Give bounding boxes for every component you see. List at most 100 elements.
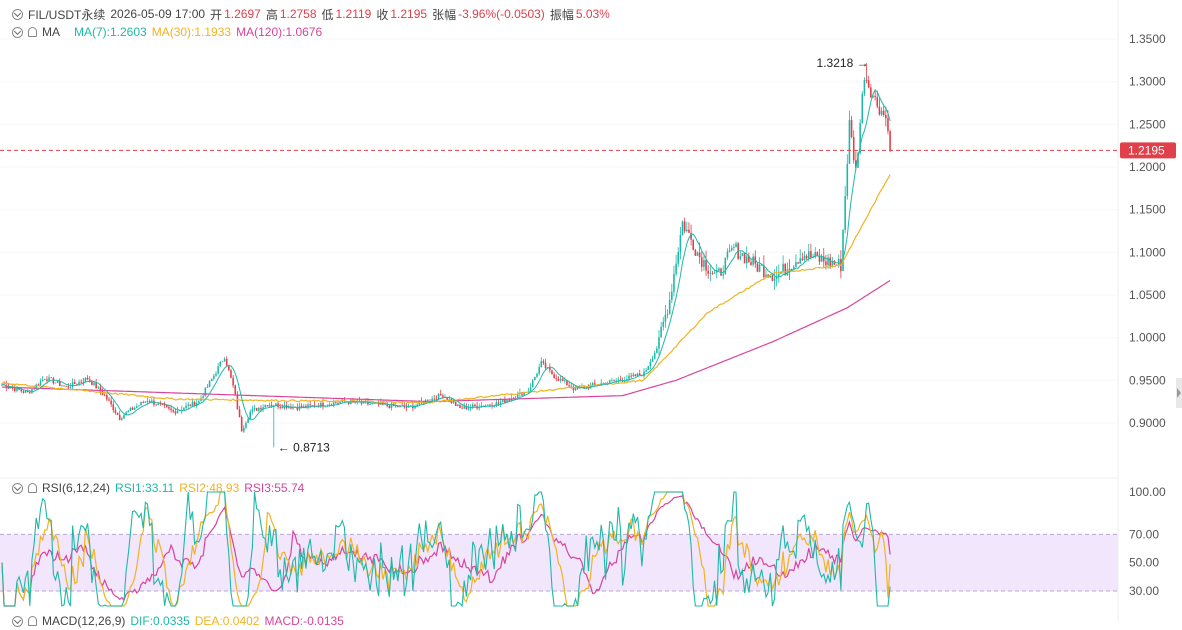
candle-body	[463, 406, 466, 409]
candle-body	[827, 257, 829, 266]
candle-body	[185, 405, 187, 409]
candle-body	[136, 406, 138, 408]
candle-body	[232, 377, 234, 386]
ma-legend: MA MA(7):1.2603 MA(30):1.1933 MA(120):1.…	[12, 23, 327, 41]
candle-body	[619, 379, 622, 381]
candle-body	[760, 264, 763, 266]
candle-body	[705, 260, 707, 271]
alert-bell-icon[interactable]	[28, 27, 37, 37]
candle-body	[591, 383, 594, 385]
candle-body	[557, 378, 560, 381]
price-tick-label: 0.9500	[1129, 373, 1166, 387]
candle-body	[20, 389, 23, 392]
low-annotation: ← 0.8713	[278, 440, 330, 454]
price-tick-label: 1.1000	[1129, 245, 1166, 259]
candle-body	[118, 414, 121, 420]
rsi-axis: 100.00 70.00 50.00 30.00	[1129, 485, 1166, 598]
candle-body	[882, 110, 885, 116]
candle-body	[801, 258, 804, 261]
candle-body	[35, 384, 38, 389]
candle-body	[275, 403, 277, 406]
candle-body	[771, 275, 774, 281]
ma120-value: MA(120):1.0676	[236, 25, 323, 39]
candle-body	[394, 405, 397, 407]
candle-body	[52, 378, 55, 384]
candle-body	[703, 260, 705, 267]
candle-body	[857, 152, 859, 168]
collapse-icon[interactable]	[12, 8, 23, 20]
candle-body	[217, 366, 219, 374]
candle-body	[125, 412, 127, 416]
macd-legend: MACD(12,26,9) DIF:0.0335 DEA:0.0402 MACD…	[12, 612, 349, 630]
collapse-icon[interactable]	[12, 26, 23, 38]
candle-body	[707, 270, 709, 274]
candle-body	[208, 381, 211, 387]
candle-body	[26, 390, 29, 393]
ma-indicator-name[interactable]: MA	[42, 25, 60, 39]
alert-bell-icon[interactable]	[28, 616, 37, 626]
rsi2-line	[1, 491, 891, 607]
ma30-value: MA(30):1.1933	[151, 25, 232, 39]
candle-body	[555, 378, 558, 379]
candle-body	[861, 93, 864, 123]
candle-body	[872, 95, 874, 98]
candle-body	[236, 395, 239, 410]
candle-body	[258, 408, 260, 411]
rsi-indicator-name[interactable]: RSI(6,12,24)	[42, 481, 111, 495]
candle-body	[204, 387, 207, 397]
rsi2-value: RSI2:48.93	[179, 481, 240, 495]
candle-body	[386, 403, 388, 407]
candle-body	[106, 395, 108, 400]
candle-body	[878, 106, 881, 115]
amplitude-value: 5.03%	[575, 7, 610, 21]
candle-body	[780, 272, 782, 274]
candle-body	[112, 404, 115, 411]
candle-body	[608, 380, 611, 383]
collapse-icon[interactable]	[12, 615, 23, 627]
collapse-icon[interactable]	[12, 482, 23, 494]
candle-body	[369, 404, 371, 405]
candle-body	[564, 380, 566, 382]
candle-body	[690, 232, 692, 240]
high-annotation: 1.3218 →	[817, 56, 869, 70]
alert-bell-icon[interactable]	[28, 483, 37, 493]
candle-body	[264, 405, 267, 408]
candle-body	[889, 131, 891, 151]
candle-body	[553, 374, 555, 379]
candle-body	[880, 110, 883, 115]
price-gridlines	[0, 38, 1118, 424]
candle-body	[589, 384, 592, 389]
candle-body	[76, 383, 78, 385]
last-price-label: 1.2195	[1128, 143, 1165, 157]
candle-body	[773, 278, 776, 281]
candle-body	[461, 407, 463, 409]
candle-body	[816, 252, 819, 257]
candle-body	[493, 406, 495, 407]
candle-body	[435, 398, 438, 400]
candle-body	[472, 404, 474, 408]
rsi-tick-label: 70.00	[1129, 527, 1159, 541]
candle-body	[110, 400, 112, 405]
candle-body	[769, 275, 772, 278]
macd-indicator-name[interactable]: MACD(12,26,9)	[42, 614, 126, 628]
candle-body	[848, 120, 851, 164]
candle-body	[711, 272, 714, 274]
candle-body	[623, 380, 626, 382]
candle-body	[140, 401, 142, 406]
candle-body	[247, 418, 249, 423]
expand-panel-handle[interactable]	[1176, 378, 1182, 408]
candle-body	[551, 370, 553, 375]
candle-body	[439, 394, 442, 396]
candle-body	[820, 256, 823, 262]
candle-body	[459, 404, 461, 408]
candle-body	[833, 261, 836, 265]
last-price-badge	[1120, 142, 1176, 159]
datetime-label: 2026-05-09 17:00	[110, 7, 206, 21]
candle-body	[245, 422, 247, 428]
change-value: -3.96%(-0.0503)	[458, 7, 545, 21]
candle-body	[127, 410, 130, 413]
candle-body	[863, 79, 866, 94]
candle-body	[748, 256, 750, 262]
candle-body	[215, 373, 217, 376]
